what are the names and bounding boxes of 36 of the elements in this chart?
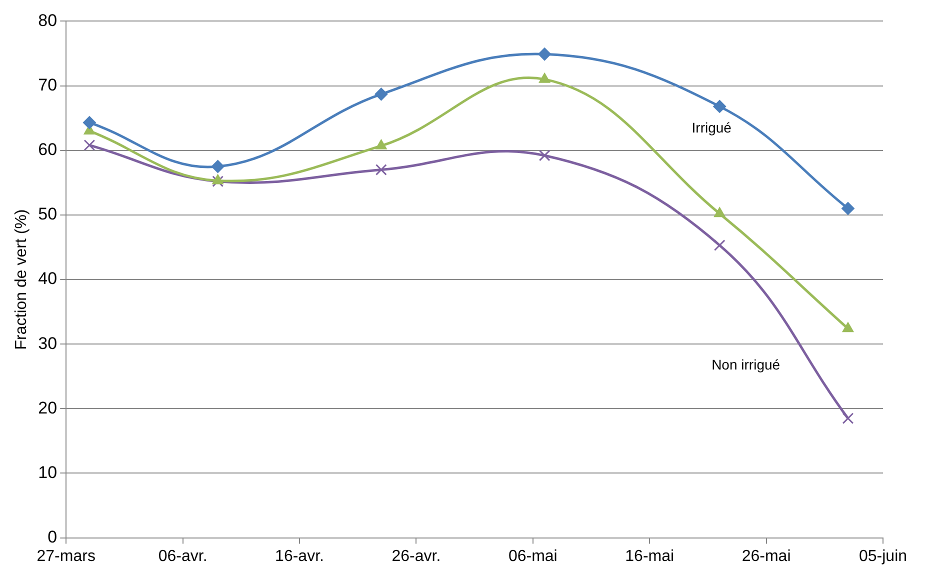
point	[538, 48, 552, 61]
point	[538, 72, 550, 83]
x-tick-label: 26-avr.	[392, 548, 441, 565]
y-tick-label: 80	[38, 10, 58, 30]
point	[538, 150, 550, 162]
point	[211, 160, 224, 173]
point	[212, 176, 224, 188]
y-tick-label: 0	[48, 527, 58, 546]
y-tick-label: 30	[38, 334, 58, 353]
point	[374, 88, 388, 101]
point	[713, 100, 726, 113]
point	[842, 412, 854, 424]
point	[82, 116, 96, 130]
x-tick-label: 27-mars	[36, 548, 96, 565]
y-tick-label: 70	[38, 75, 58, 94]
series-label: Non irrigué	[712, 356, 780, 373]
x-tick-label: 16-mai	[625, 548, 674, 565]
series-label: Irrigué	[692, 119, 732, 136]
x-tick-label: 16-avr.	[275, 548, 324, 565]
y-tick-label: 50	[38, 204, 58, 224]
x-tick-label: 06-avr.	[158, 548, 208, 565]
point	[84, 139, 96, 151]
y-axis-title: Fraction de vert (%)	[13, 209, 30, 350]
point	[375, 164, 387, 176]
y-tick-label: 20	[38, 398, 58, 418]
point	[841, 202, 854, 215]
x-tick-label: 06-mai	[508, 548, 558, 565]
y-tick-label: 60	[38, 140, 58, 160]
point	[212, 174, 224, 184]
point	[714, 207, 726, 218]
y-tick-label: 10	[38, 462, 58, 482]
y-tick-label: 40	[38, 269, 58, 288]
x-tick-label: 26-mai	[742, 548, 791, 565]
point	[842, 322, 854, 332]
x-tick-label: 05-juin	[858, 548, 908, 565]
point	[376, 139, 387, 150]
